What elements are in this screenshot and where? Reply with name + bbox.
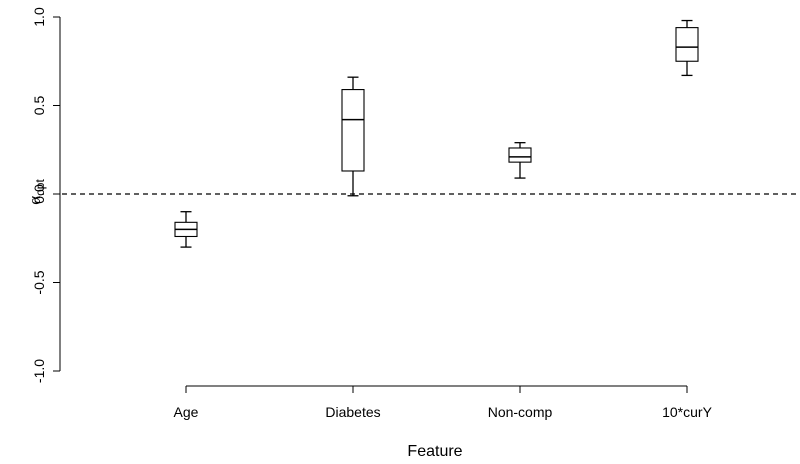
- y-tick-label: 0.5: [31, 96, 47, 116]
- box-body: [508, 147, 532, 163]
- box-body: [675, 27, 699, 62]
- box-diabetes: [341, 76, 365, 197]
- x-axis-title: Feature: [407, 443, 462, 460]
- x-axis: Age Diabetes Non-comp 10*curY: [174, 385, 713, 420]
- y-axis-title: αopt: [25, 179, 47, 205]
- x-tick-label: 10*curY: [662, 404, 712, 420]
- boxes-group: [174, 19, 699, 248]
- y-tick-label: 0.0: [31, 184, 47, 204]
- box-non-comp: [508, 142, 532, 179]
- y-axis-title-symbol: α: [25, 196, 44, 205]
- y-tick-label: -1.0: [31, 359, 47, 383]
- box-10-cury: [675, 19, 699, 77]
- x-tick-label: Non-comp: [488, 404, 553, 420]
- box-body: [341, 89, 365, 172]
- y-axis-title-subscript: opt: [33, 179, 47, 196]
- y-axis: -1.0 -0.5 0.0 0.5 1.0: [31, 7, 61, 383]
- x-tick-label: Age: [174, 404, 199, 420]
- x-tick-label: Diabetes: [325, 404, 380, 420]
- box-age: [174, 211, 198, 248]
- y-tick-label: 1.0: [31, 7, 47, 27]
- y-tick-label: -0.5: [31, 270, 47, 294]
